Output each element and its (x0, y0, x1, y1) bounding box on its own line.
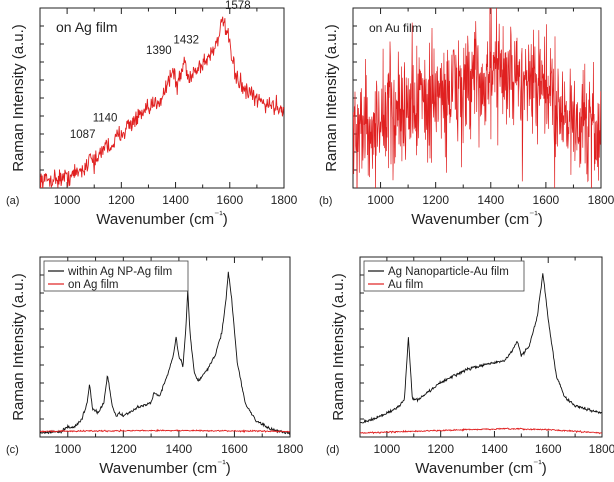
series-line-0 (360, 273, 602, 424)
panel-tag: (b) (319, 195, 332, 207)
chart-panel-b: 1000 1200 1400 1600 1800 Wavenumber (cm⁻¹) Ram… (319, 7, 614, 228)
y-axis-ticks (360, 274, 364, 420)
y-axis-ticks (40, 25, 44, 171)
x-axis-title: Wavenumber (cm⁻¹) (96, 210, 227, 228)
x-tick-label: 1000 (367, 193, 394, 207)
panel-tag: (a) (6, 195, 19, 207)
x-tick-label: 1200 (108, 193, 135, 207)
x-tick-label: 1000 (54, 442, 81, 456)
x-tick-label: 1000 (54, 193, 81, 207)
series-line-1 (360, 427, 602, 435)
series-line (353, 8, 601, 188)
panel-tag: (c) (6, 444, 19, 456)
x-axis-ticks: 1000 1200 1400 1600 1800 (39, 8, 298, 207)
panel-tag: (d) (326, 444, 339, 456)
legend-entry: Au film (388, 279, 423, 291)
legend-entry: Ag Nanoparticle-Au film (388, 266, 509, 278)
panel-inner-label: on Au film (369, 21, 422, 35)
y-axis-title: Raman Intensity (a.u.) (10, 273, 27, 421)
y-axis-title: Raman Intensity (a.u.) (10, 24, 27, 172)
x-axis-ticks: 1000 1200 1400 1600 1800 (39, 257, 304, 456)
chart-panel-d: 1000 1200 1400 1600 1800 Wavenumber (cm⁻¹) Ram… (326, 256, 614, 477)
x-tick-label: 1800 (588, 193, 614, 207)
y-axis-title: Raman Intensity (a.u.) (323, 24, 340, 172)
legend-box (363, 260, 525, 292)
x-axis-title: Wavenumber (cm⁻¹) (411, 210, 542, 228)
series-line-0 (40, 271, 290, 435)
x-axis-ticks: 1000 1200 1400 1600 1800 (352, 8, 614, 207)
peak-label: 1432 (173, 35, 199, 47)
x-tick-label: 1200 (427, 442, 454, 456)
x-tick-label: 1600 (221, 442, 248, 456)
x-tick-label: 1600 (535, 442, 562, 456)
chart-panel-c: 1000 1200 1400 1600 1800 Wavenumber (cm⁻¹) Ram… (6, 256, 304, 477)
x-tick-label: 1400 (481, 442, 508, 456)
legend-box (43, 260, 189, 292)
x-axis-title: Wavenumber (cm⁻¹) (415, 459, 546, 477)
x-tick-label: 1800 (271, 193, 298, 207)
x-tick-label: 1400 (166, 442, 193, 456)
y-axis-title: Raman Intensity (a.u.) (330, 273, 347, 421)
chart-panel-a: 1000 1200 1400 1600 1800 Wavenumber (cm⁻¹) Ram… (6, 0, 298, 228)
x-tick-label: 1800 (589, 442, 614, 456)
panel-inner-label: on Ag film (56, 19, 117, 35)
x-tick-label: 1200 (422, 193, 449, 207)
x-tick-label: 1000 (374, 442, 401, 456)
series-line (40, 16, 284, 188)
peak-label: 1578 (225, 0, 251, 12)
peak-label: 1140 (93, 113, 118, 125)
x-tick-label: 1200 (110, 442, 137, 456)
x-tick-label: 1800 (277, 442, 304, 456)
x-tick-label: 1400 (162, 193, 189, 207)
peak-label: 1390 (146, 45, 172, 57)
x-tick-label: 1400 (477, 193, 504, 207)
legend-entry: on Ag film (68, 279, 119, 291)
x-tick-label: 1600 (533, 193, 560, 207)
legend-entry: within Ag NP-Ag film (67, 266, 172, 278)
peak-label: 1087 (70, 129, 96, 141)
series-line-1 (40, 428, 290, 434)
x-axis-title: Wavenumber (cm⁻¹) (99, 459, 230, 477)
y-axis-ticks (40, 274, 44, 420)
x-tick-label: 1600 (216, 193, 243, 207)
